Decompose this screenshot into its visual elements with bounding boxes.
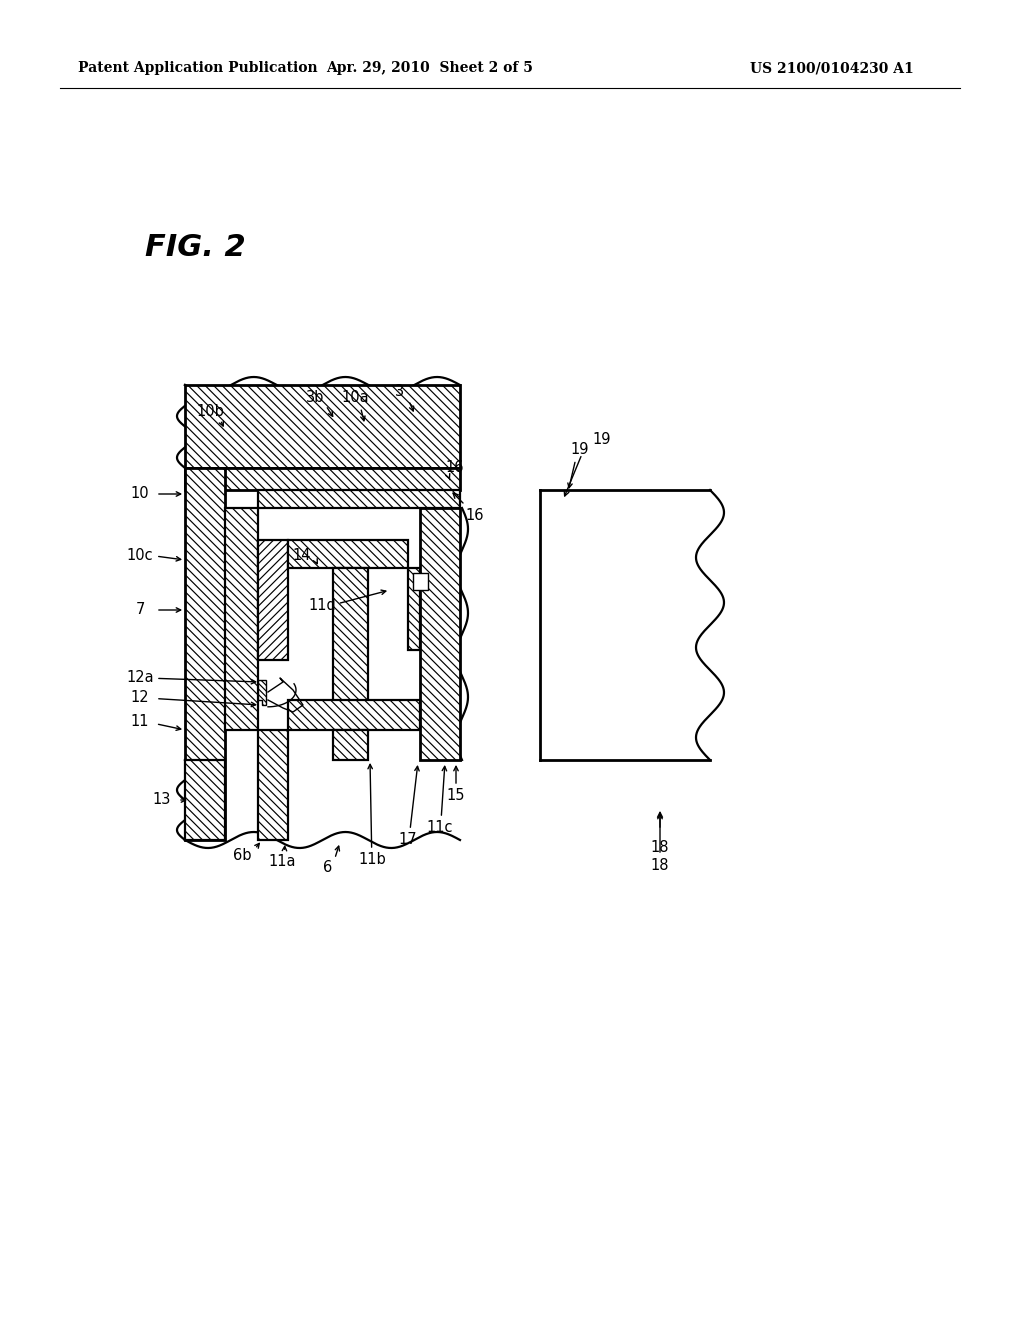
Polygon shape <box>258 680 266 705</box>
Polygon shape <box>185 760 225 840</box>
Polygon shape <box>258 730 288 840</box>
PathPatch shape <box>258 680 266 705</box>
Text: 17: 17 <box>398 833 418 847</box>
PathPatch shape <box>258 540 288 660</box>
PathPatch shape <box>185 385 460 469</box>
Text: 10a: 10a <box>341 391 369 405</box>
Text: 14: 14 <box>293 548 311 562</box>
Polygon shape <box>413 573 428 590</box>
Polygon shape <box>185 469 460 490</box>
PathPatch shape <box>185 469 460 490</box>
PathPatch shape <box>288 700 420 730</box>
PathPatch shape <box>185 469 225 840</box>
Text: 3b: 3b <box>306 391 325 405</box>
PathPatch shape <box>258 730 288 840</box>
Text: 10b: 10b <box>196 404 224 420</box>
PathPatch shape <box>333 730 368 760</box>
Text: 11a: 11a <box>268 854 296 870</box>
PathPatch shape <box>408 568 420 649</box>
Text: 7: 7 <box>135 602 144 618</box>
Text: 6b: 6b <box>232 847 251 862</box>
Text: Apr. 29, 2010  Sheet 2 of 5: Apr. 29, 2010 Sheet 2 of 5 <box>327 61 534 75</box>
PathPatch shape <box>420 508 460 760</box>
Polygon shape <box>258 540 288 660</box>
Polygon shape <box>420 508 460 760</box>
Polygon shape <box>258 490 460 508</box>
Polygon shape <box>408 568 420 649</box>
Text: 16: 16 <box>445 461 464 475</box>
PathPatch shape <box>333 568 368 730</box>
Text: 10c: 10c <box>127 548 154 562</box>
Text: 16: 16 <box>466 507 484 523</box>
Text: 19: 19 <box>593 433 611 447</box>
Text: 11: 11 <box>131 714 150 730</box>
Text: 11d: 11d <box>308 598 336 614</box>
PathPatch shape <box>288 540 408 568</box>
Text: 18: 18 <box>650 841 670 855</box>
Text: 13: 13 <box>153 792 171 808</box>
Text: FIG. 2: FIG. 2 <box>145 234 246 263</box>
Text: Patent Application Publication: Patent Application Publication <box>78 61 317 75</box>
Text: 10: 10 <box>131 487 150 502</box>
PathPatch shape <box>225 508 258 730</box>
Text: 15: 15 <box>446 788 465 804</box>
Text: 6: 6 <box>324 861 333 875</box>
Text: 12a: 12a <box>126 671 154 685</box>
Polygon shape <box>185 469 225 840</box>
Text: 11c: 11c <box>427 821 454 836</box>
Text: 3: 3 <box>395 384 404 400</box>
Text: 18: 18 <box>650 858 670 873</box>
Text: 11b: 11b <box>358 853 386 867</box>
Text: 19: 19 <box>570 442 589 458</box>
Polygon shape <box>288 540 408 568</box>
PathPatch shape <box>258 490 460 508</box>
Text: US 2100/0104230 A1: US 2100/0104230 A1 <box>750 61 913 75</box>
Polygon shape <box>288 700 420 730</box>
Polygon shape <box>225 508 258 730</box>
Polygon shape <box>333 568 368 730</box>
Polygon shape <box>185 385 460 469</box>
Text: 12: 12 <box>131 690 150 705</box>
PathPatch shape <box>185 760 225 840</box>
Polygon shape <box>333 730 368 760</box>
